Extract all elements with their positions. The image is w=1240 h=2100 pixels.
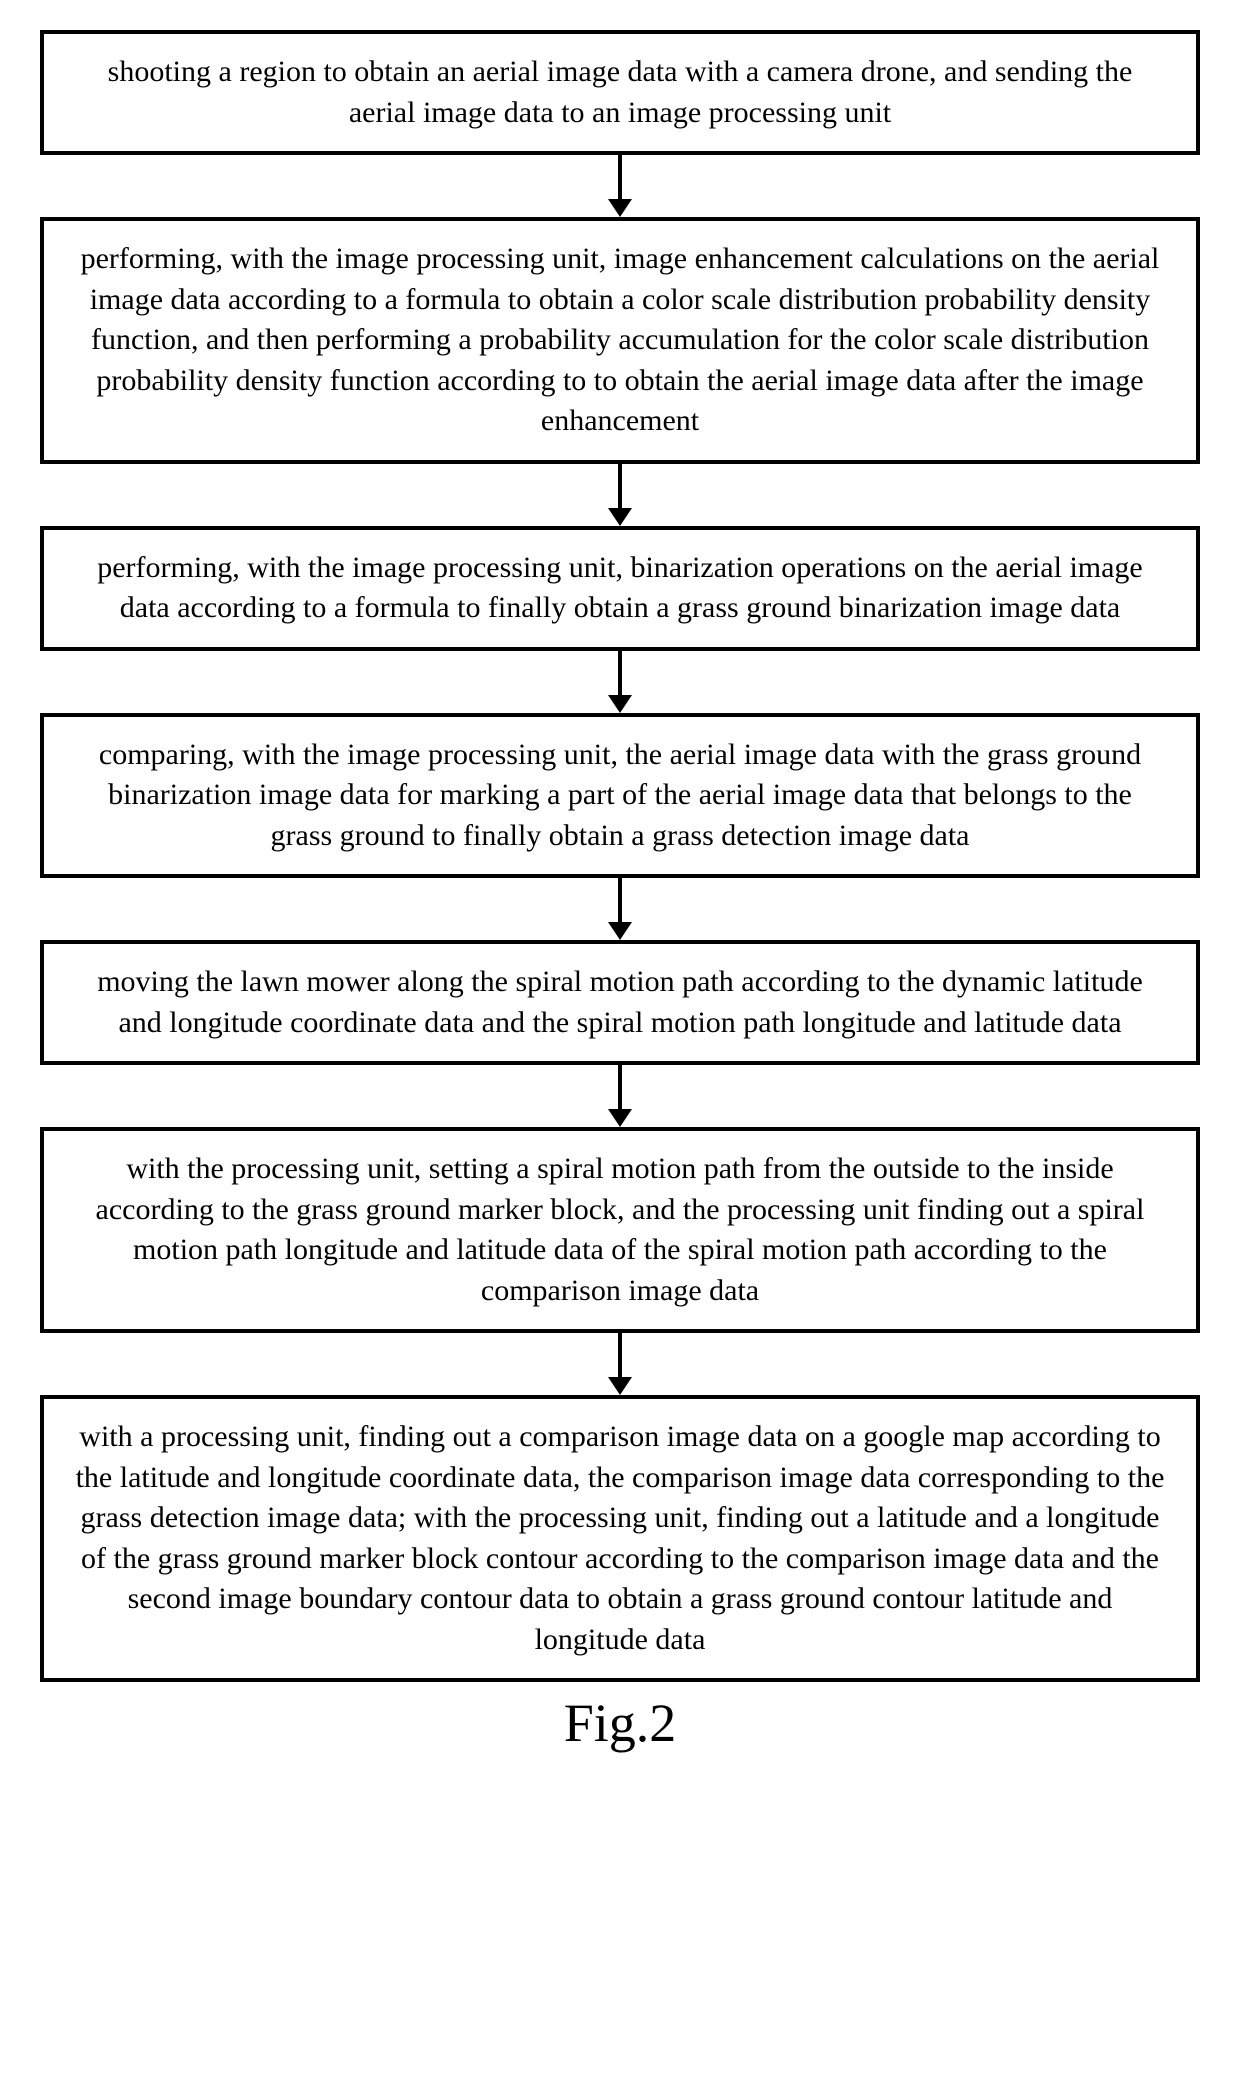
arrow-head-icon <box>608 1109 632 1127</box>
arrow-shaft <box>618 1065 622 1109</box>
node-text: moving the lawn mower along the spiral m… <box>97 965 1143 1039</box>
flowchart-arrow <box>608 1333 632 1395</box>
arrow-shaft <box>618 878 622 922</box>
figure-caption: Fig.2 <box>30 1692 1210 1754</box>
flowchart-arrow <box>608 155 632 217</box>
flowchart-node: shooting a region to obtain an aerial im… <box>40 30 1200 155</box>
flowchart-node: performing, with the image processing un… <box>40 217 1200 464</box>
arrow-shaft <box>618 155 622 199</box>
flowchart-node: with the processing unit, setting a spir… <box>40 1127 1200 1333</box>
node-text: with a processing unit, finding out a co… <box>76 1420 1165 1656</box>
arrow-shaft <box>618 1333 622 1377</box>
node-text: comparing, with the image processing uni… <box>99 738 1141 852</box>
arrow-head-icon <box>608 695 632 713</box>
flowchart-arrow <box>608 878 632 940</box>
flowchart-node: moving the lawn mower along the spiral m… <box>40 940 1200 1065</box>
flowchart-node: comparing, with the image processing uni… <box>40 713 1200 879</box>
arrow-head-icon <box>608 922 632 940</box>
arrow-shaft <box>618 651 622 695</box>
node-text: performing, with the image processing un… <box>97 551 1143 625</box>
flowchart-arrow <box>608 651 632 713</box>
arrow-head-icon <box>608 508 632 526</box>
arrow-head-icon <box>608 199 632 217</box>
flowchart-node: performing, with the image processing un… <box>40 526 1200 651</box>
flowchart-arrow <box>608 1065 632 1127</box>
node-text: with the processing unit, setting a spir… <box>96 1152 1145 1307</box>
node-text: performing, with the image processing un… <box>81 242 1160 437</box>
flowchart-container: shooting a region to obtain an aerial im… <box>30 30 1210 1682</box>
flowchart-arrow <box>608 464 632 526</box>
flowchart-node: with a processing unit, finding out a co… <box>40 1395 1200 1682</box>
node-text: shooting a region to obtain an aerial im… <box>108 55 1133 129</box>
arrow-shaft <box>618 464 622 508</box>
arrow-head-icon <box>608 1377 632 1395</box>
